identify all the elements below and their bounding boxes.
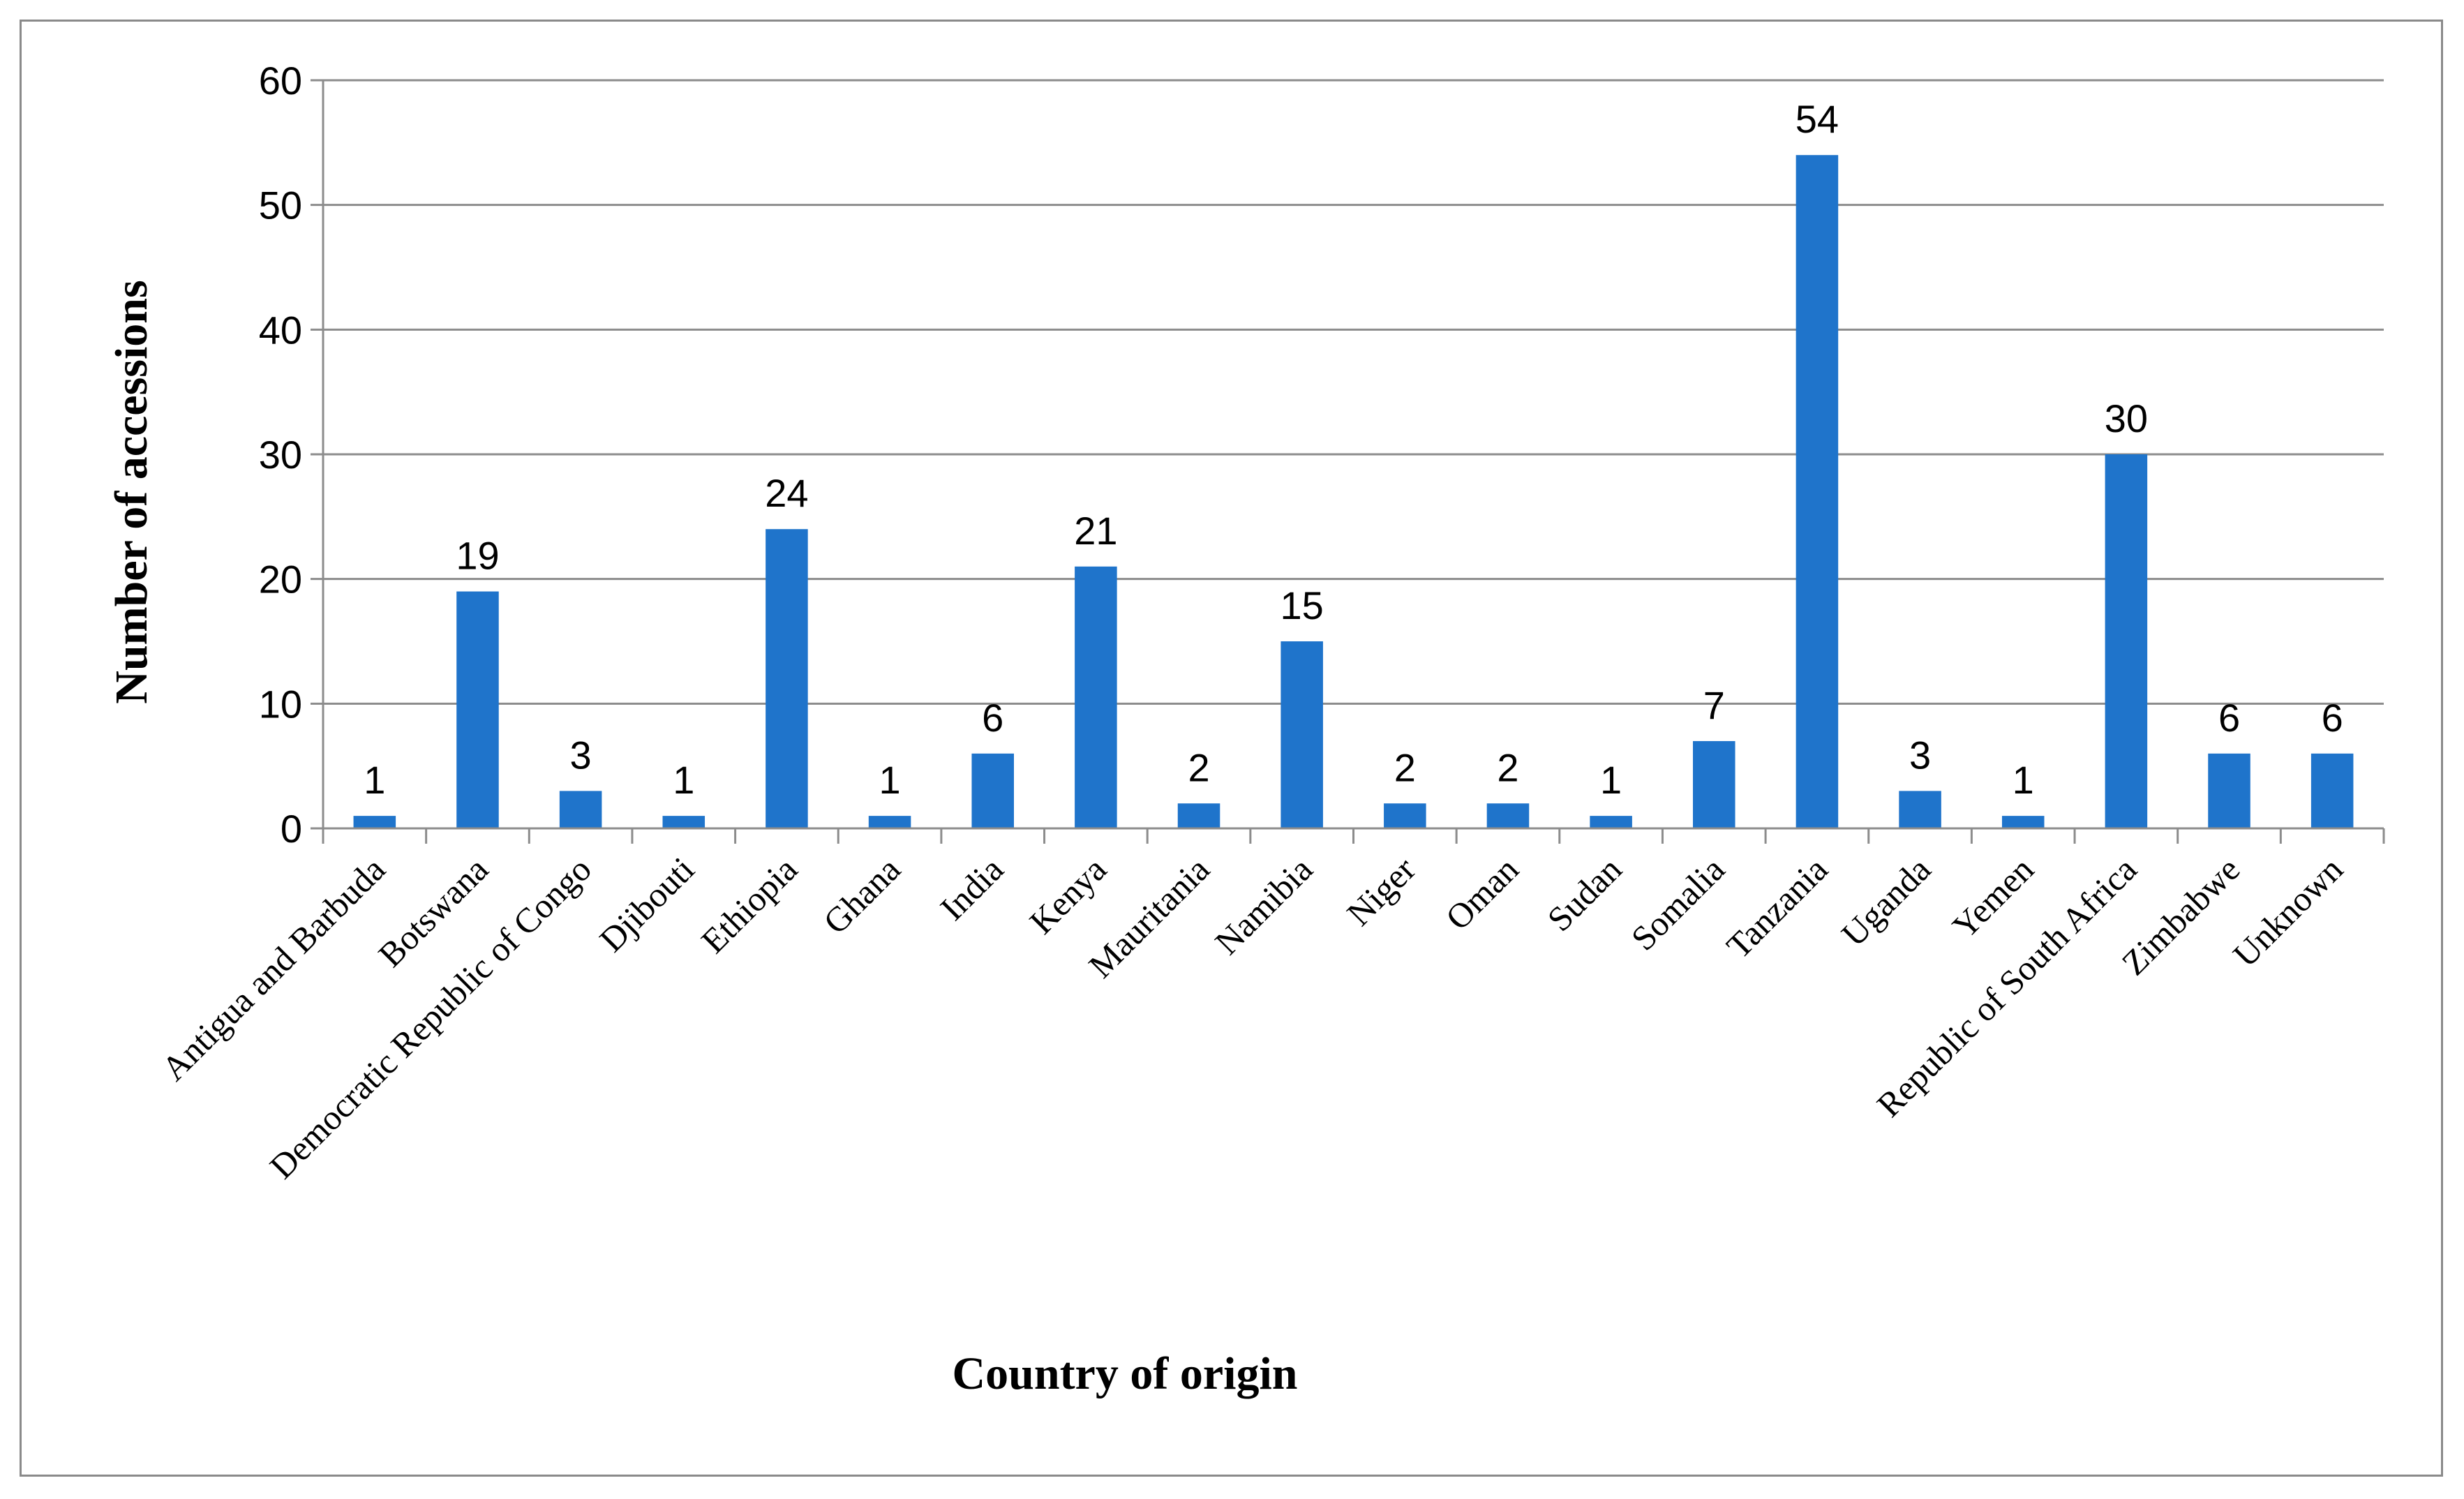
bar	[971, 753, 1014, 828]
x-tick-label: Sudan	[1539, 849, 1629, 939]
bar	[559, 791, 602, 828]
x-tick-label: Somalia	[1624, 849, 1732, 957]
x-tick-label: Djibouti	[592, 849, 701, 959]
x-tick-label: Unknown	[2225, 849, 2350, 974]
data-label: 54	[1795, 97, 1839, 141]
y-tick-label: 30	[259, 433, 302, 477]
data-label: 15	[1280, 583, 1324, 627]
x-tick-label: Ghana	[816, 849, 908, 941]
data-label: 21	[1074, 509, 1117, 553]
bar	[1177, 803, 1220, 828]
x-tick-label: Ethiopia	[694, 849, 805, 960]
data-label: 7	[1703, 683, 1725, 727]
bar	[868, 816, 911, 828]
bar	[456, 591, 499, 828]
x-tick-label: Niger	[1339, 849, 1423, 933]
data-label: 2	[1497, 745, 1518, 789]
x-tick-label: Tanzania	[1719, 849, 1835, 966]
data-label: 6	[982, 696, 1003, 740]
bar	[1795, 155, 1839, 828]
x-tick-label: Namibia	[1207, 849, 1320, 962]
axes	[322, 80, 2385, 844]
bars	[353, 155, 2354, 828]
bar	[1693, 740, 1735, 828]
bar	[1486, 803, 1530, 828]
y-tick-label: 50	[259, 184, 302, 228]
chart-frame	[20, 20, 2443, 1477]
data-label: 30	[2105, 396, 2148, 440]
y-axis-title: Number of accessions	[106, 280, 157, 703]
data-label: 1	[1600, 758, 1622, 802]
data-label: 6	[2218, 696, 2240, 740]
data-label: 1	[673, 758, 694, 802]
bar	[1899, 791, 1941, 828]
bar	[353, 816, 396, 828]
x-tick-label: Uganda	[1834, 849, 1939, 954]
x-tick-label: Yemen	[1945, 849, 2041, 946]
bar	[766, 529, 808, 828]
bar	[2105, 454, 2148, 828]
bar	[662, 816, 705, 828]
gridlines	[311, 79, 2384, 830]
data-label: 24	[765, 471, 808, 515]
data-label: 1	[2013, 758, 2034, 802]
data-label: 1	[364, 758, 385, 802]
y-tick-label: 40	[259, 308, 302, 352]
data-label: 6	[2322, 696, 2343, 740]
x-tick-label: Oman	[1438, 849, 1526, 937]
data-label: 19	[456, 534, 499, 578]
y-tick-label: 20	[259, 558, 302, 602]
y-tick-label: 10	[259, 682, 302, 726]
y-tick-label: 60	[259, 59, 302, 103]
x-axis-title: Country of origin	[953, 1348, 1298, 1399]
data-label: 2	[1394, 745, 1416, 789]
bar	[2310, 753, 2354, 828]
bar	[1590, 816, 1632, 828]
bar	[1384, 803, 1426, 828]
y-tick-labels: 0 10 20 30 40 50 60	[259, 59, 302, 851]
data-label: 3	[570, 733, 592, 777]
bar	[1075, 566, 1117, 828]
x-tick-label: Kenya	[1022, 849, 1114, 941]
bar	[1280, 641, 1323, 828]
data-label: 2	[1188, 745, 1209, 789]
data-label: 3	[1909, 733, 1931, 777]
x-tick-label: Antigua and Barbuda	[154, 849, 393, 1088]
data-label: 1	[879, 758, 900, 802]
x-tick-label: India	[932, 849, 1010, 927]
bar	[2208, 753, 2250, 828]
y-tick-label: 0	[281, 807, 302, 851]
bar	[2001, 816, 2045, 828]
